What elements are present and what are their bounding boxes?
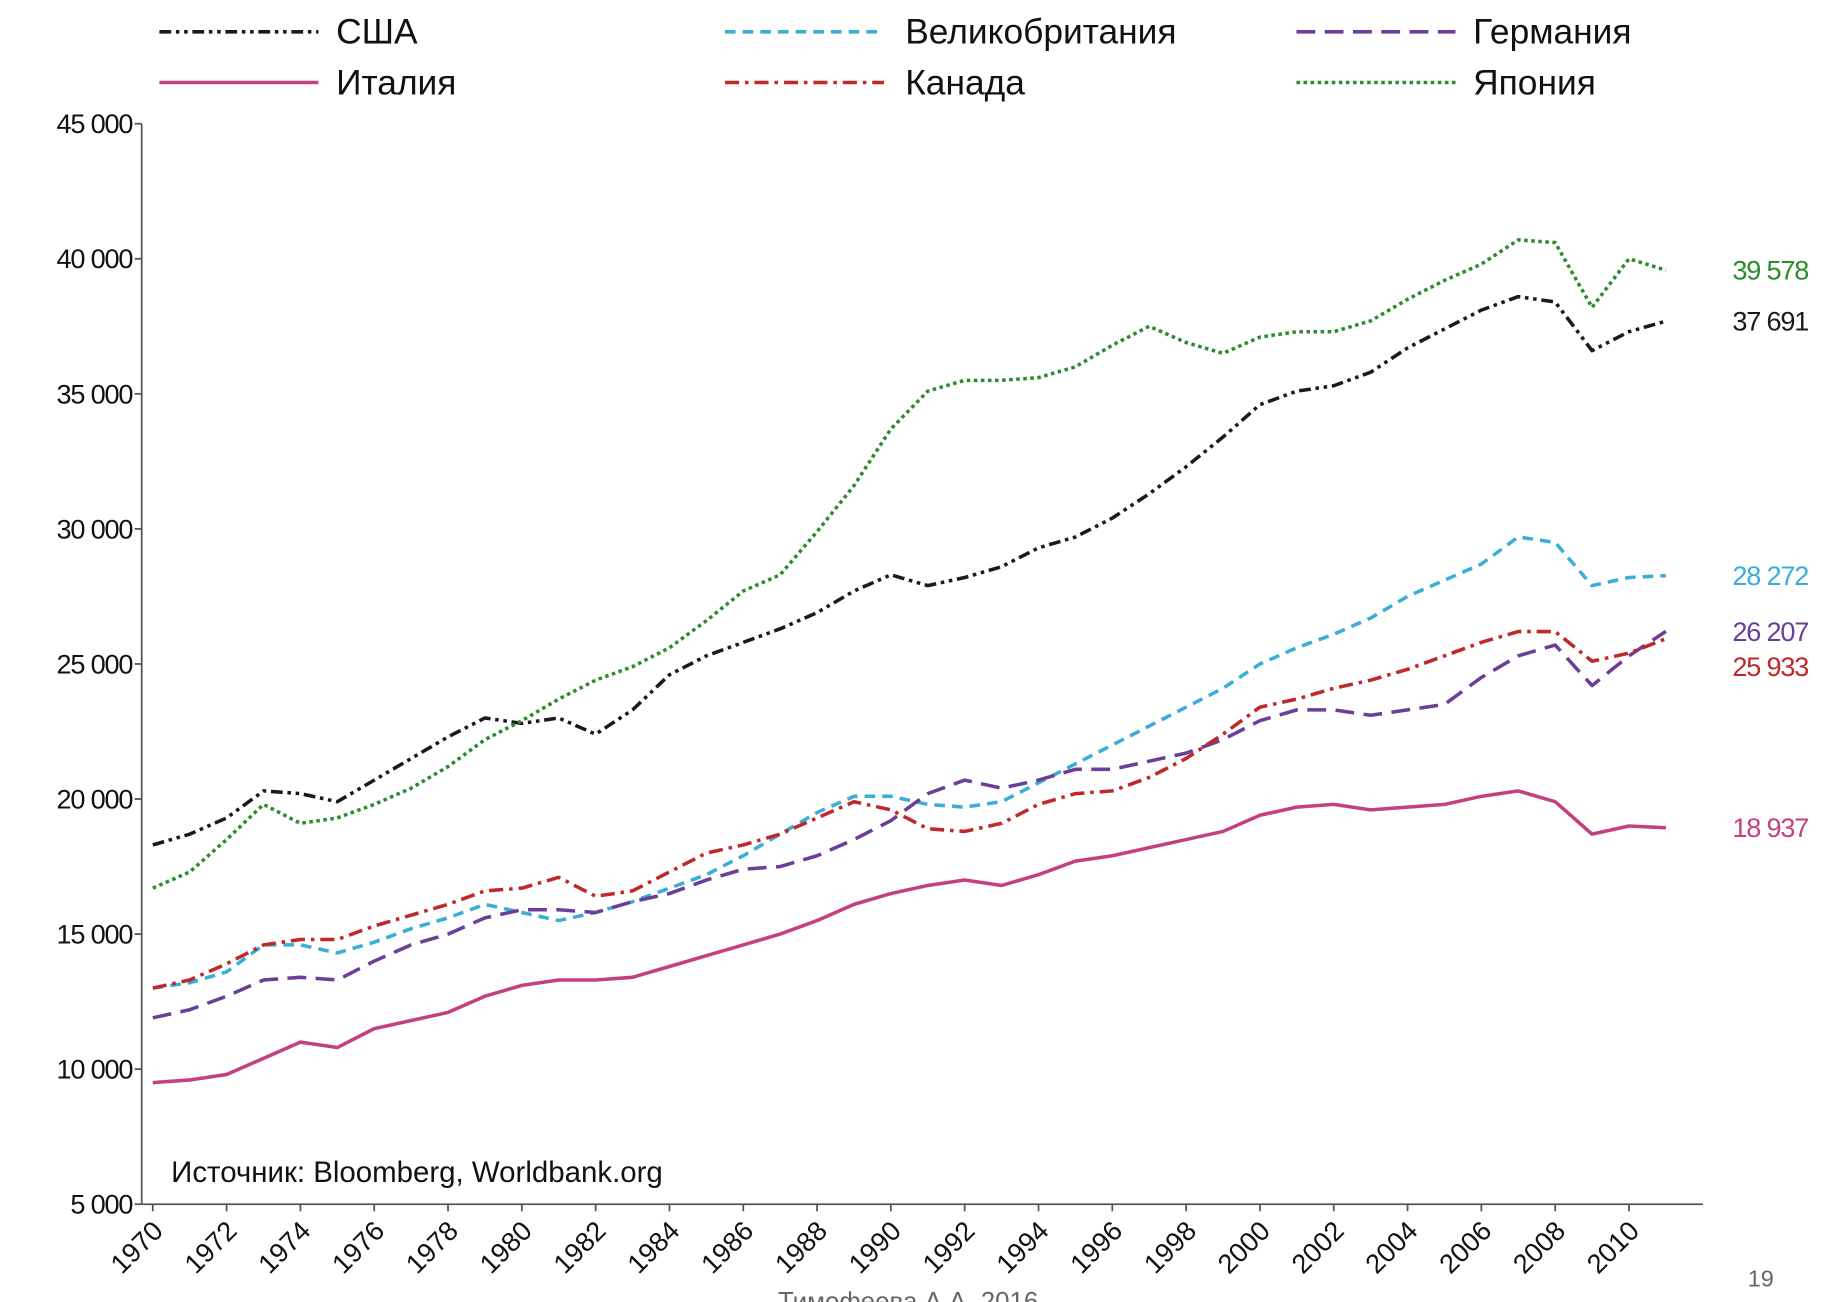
x-tick-label: 1972	[178, 1215, 243, 1280]
x-tick-label: 1982	[547, 1215, 612, 1280]
x-tick-label: 2010	[1580, 1215, 1645, 1280]
x-tick-label: 1998	[1138, 1215, 1203, 1280]
x-tick-label: 1992	[916, 1215, 981, 1280]
x-tick-label: 1974	[252, 1215, 317, 1280]
footer: Тимофеева А.А. 2016	[778, 1288, 1038, 1302]
page-number: 19	[1748, 1266, 1774, 1292]
x-tick-label: 2004	[1359, 1215, 1424, 1280]
y-tick-label: 40 000	[56, 243, 133, 274]
x-tick-label: 2006	[1433, 1215, 1498, 1280]
series-line	[152, 629, 1667, 990]
y-tick-label: 15 000	[56, 919, 133, 950]
y-tick-label: 35 000	[56, 378, 133, 409]
end-label: 37 691	[1732, 306, 1808, 337]
end-label: 28 272	[1732, 560, 1808, 591]
y-tick-label: 10 000	[56, 1054, 133, 1085]
x-tick-label: 1994	[990, 1215, 1055, 1280]
x-tick-label: 1976	[326, 1215, 391, 1280]
legend-label: Канада	[905, 63, 1025, 102]
x-tick-label: 1996	[1064, 1215, 1129, 1280]
x-tick-label: 1970	[104, 1215, 169, 1280]
y-tick-label: 25 000	[56, 648, 133, 679]
legend-label: Япония	[1473, 63, 1596, 102]
y-tick-label: 20 000	[56, 783, 133, 814]
x-tick-label: 1990	[842, 1215, 907, 1280]
y-tick-label: 45 000	[56, 108, 133, 139]
legend-label: США	[336, 13, 418, 52]
series-line	[152, 629, 1667, 1020]
series-line	[152, 789, 1666, 1085]
end-label: 39 578	[1732, 255, 1808, 286]
x-tick-label: 1978	[399, 1215, 464, 1280]
x-tick-label: 1986	[695, 1215, 760, 1280]
x-tick-label: 2008	[1507, 1215, 1572, 1280]
end-label: 26 207	[1732, 616, 1808, 647]
series-line	[152, 535, 1666, 990]
x-tick-label: 2000	[1211, 1215, 1276, 1280]
y-tick-label: 30 000	[56, 513, 133, 544]
legend-label: Великобритания	[905, 13, 1176, 52]
y-tick-label: 5 000	[70, 1189, 133, 1220]
end-label: 25 933	[1732, 651, 1808, 682]
x-tick-label: 1984	[621, 1215, 686, 1280]
x-tick-label: 1980	[473, 1215, 538, 1280]
series-line	[152, 238, 1667, 890]
series-line	[152, 294, 1667, 847]
legend-label: Германия	[1473, 13, 1631, 52]
end-label: 18 937	[1732, 812, 1808, 843]
source-note: Источник: Bloomberg, Worldbank.org	[171, 1156, 663, 1189]
x-tick-label: 2002	[1285, 1215, 1350, 1280]
x-tick-label: 1988	[769, 1215, 834, 1280]
legend-label: Италия	[336, 63, 456, 102]
